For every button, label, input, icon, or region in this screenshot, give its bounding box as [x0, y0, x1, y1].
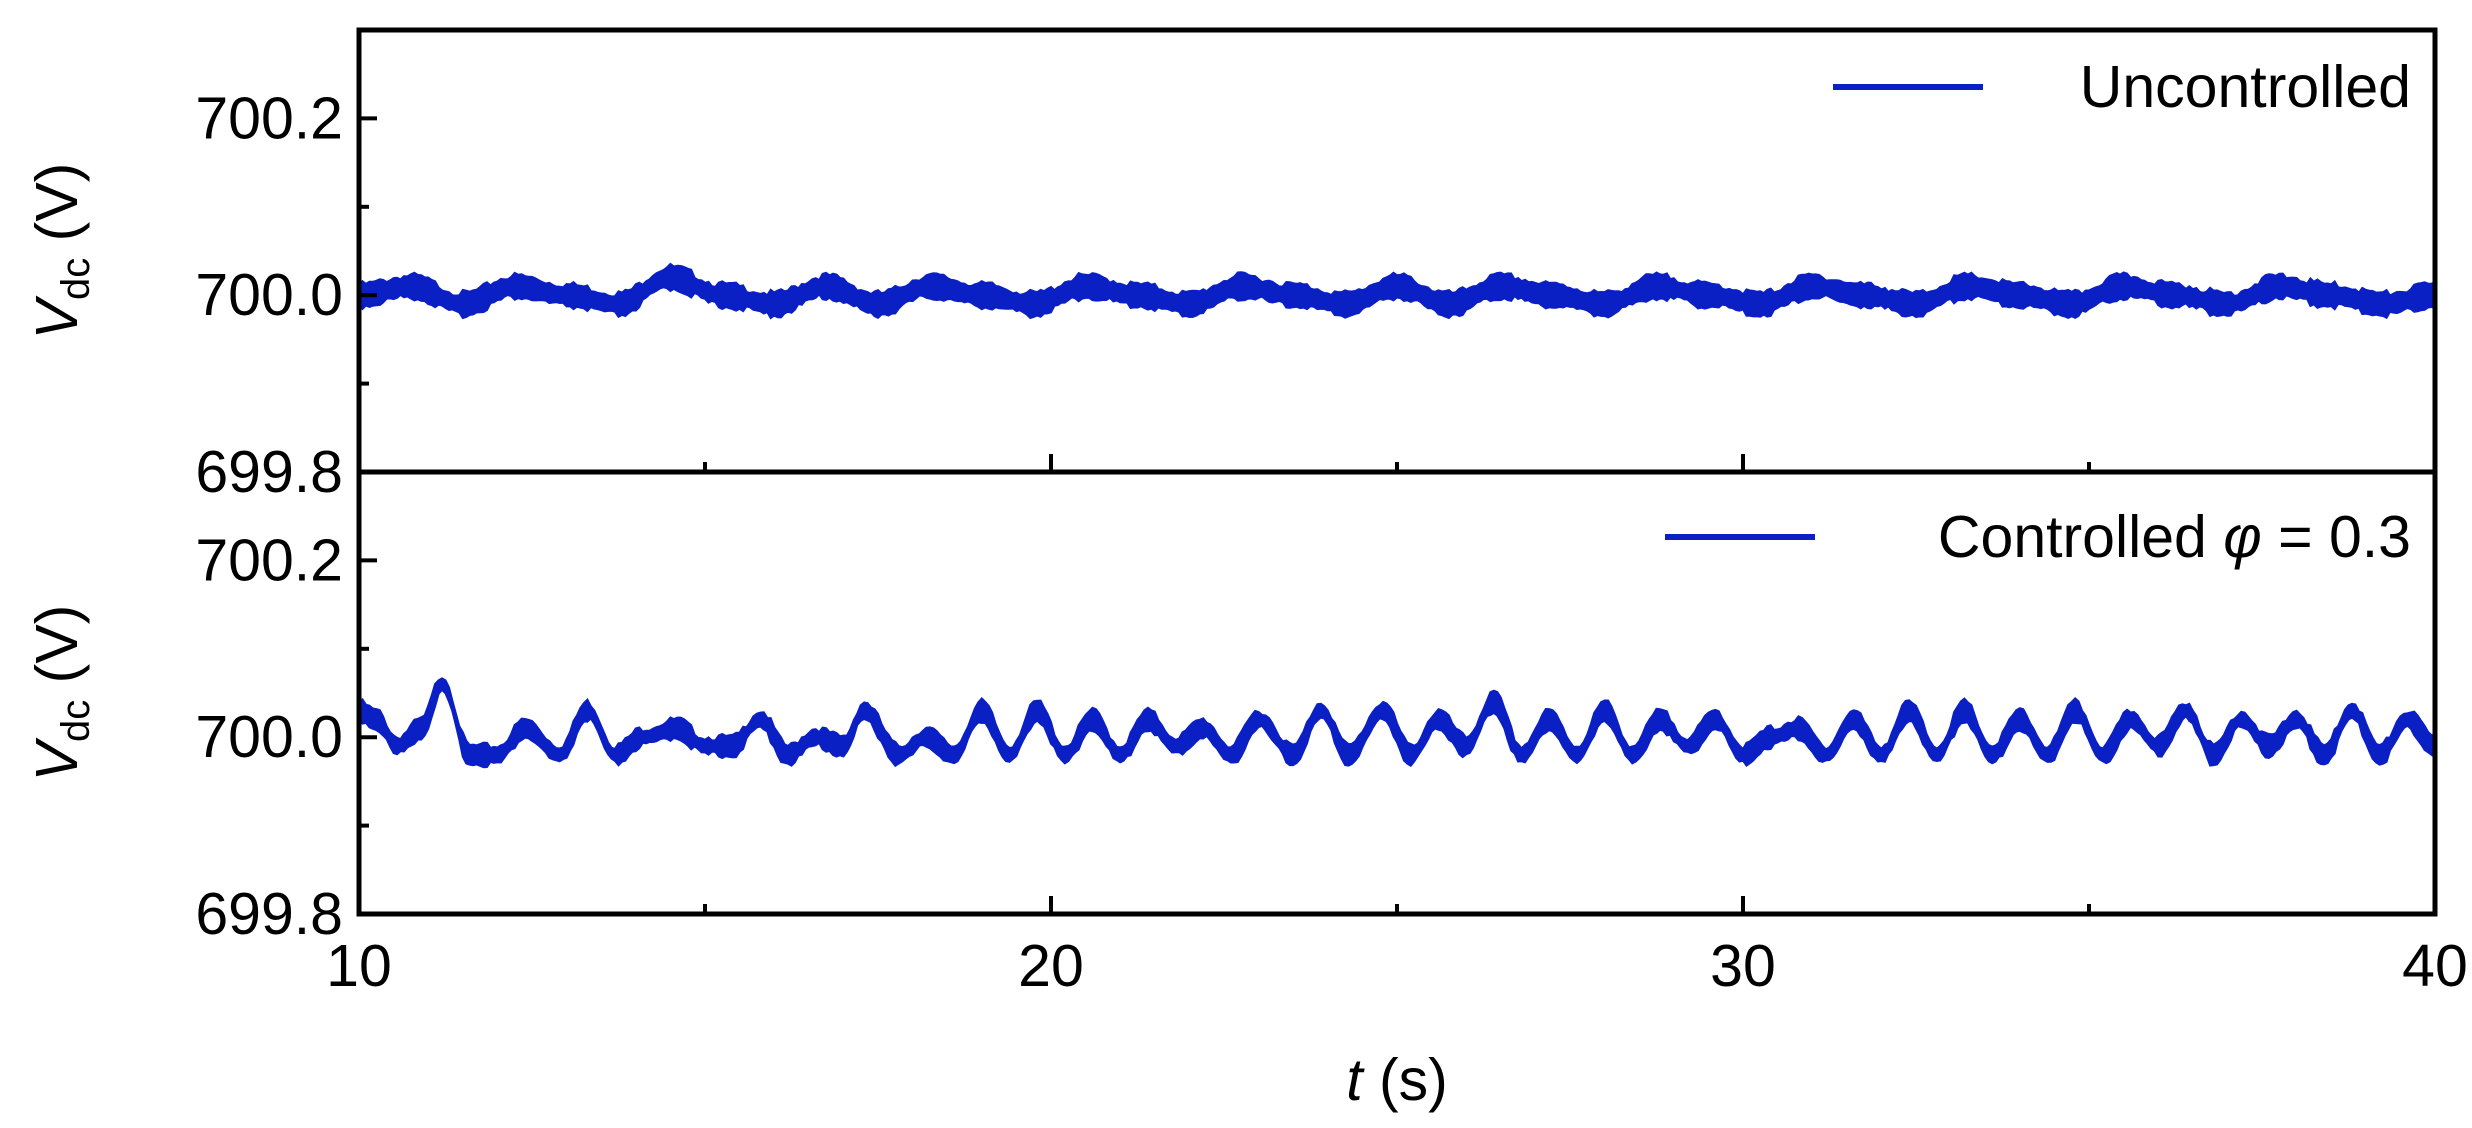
- bottom-legend-suffix: = 0.3: [2262, 504, 2411, 570]
- top-ylabel-sub: dc: [54, 258, 98, 300]
- top-ytick-label: 700.2: [195, 85, 343, 151]
- bottom-ytick-label: 700.0: [195, 704, 343, 770]
- bottom-xtick-label: 40: [2402, 933, 2468, 999]
- xlabel-unit: (s): [1363, 1047, 1448, 1113]
- bottom-ylabel-unit: (V): [24, 605, 90, 700]
- bottom-ylabel-sub: dc: [54, 700, 98, 742]
- bottom-legend-prefix: Controlled: [1938, 504, 2223, 570]
- bottom-legend-symbol: φ: [2223, 504, 2262, 570]
- top-y-axis-title: Vdc (V): [24, 163, 98, 340]
- bottom-legend-label: Controlled φ = 0.3: [1938, 504, 2411, 570]
- top-series-band-0: [358, 262, 2436, 320]
- bottom-xtick-label: 10: [326, 933, 392, 999]
- top-ylabel-main: V: [24, 295, 90, 339]
- top-legend-label: Uncontrolled: [2080, 54, 2411, 120]
- bottom-legend: Controlled φ = 0.3: [1665, 504, 2411, 570]
- top-legend: Uncontrolled: [1833, 54, 2411, 120]
- bottom-series-band-0: [358, 677, 2436, 769]
- bottom-ytick-label: 699.8: [195, 881, 343, 947]
- panel-uncontrolled: 699.8 700.0 700.2 Uncontrolled Vdc (V): [24, 27, 2438, 505]
- bottom-x-ticks: 10 20 30 40: [326, 896, 2468, 999]
- bottom-y-ticks: 699.8 700.0 700.2: [195, 527, 377, 947]
- bottom-xtick-label: 20: [1018, 933, 1084, 999]
- bottom-ytick-label: 700.2: [195, 527, 343, 593]
- bottom-y-axis-title: Vdc (V): [24, 605, 98, 782]
- top-ytick-label: 700.0: [195, 262, 343, 328]
- panel-controlled: 699.8 700.0 700.2 10 20 30 40 Controlled φ = …: [24, 469, 2468, 1113]
- controlled-series: [358, 677, 2436, 769]
- bottom-ylabel-main: V: [24, 737, 90, 781]
- top-y-ticks: 699.8 700.0 700.2: [195, 85, 377, 505]
- top-ylabel-unit: (V): [24, 163, 90, 258]
- x-axis-title: t (s): [1346, 1047, 1448, 1113]
- xlabel-main: t: [1346, 1047, 1365, 1113]
- top-ytick-label: 699.8: [195, 439, 343, 505]
- top-x-ticks: [357, 454, 2437, 472]
- bottom-xtick-label: 30: [1710, 933, 1776, 999]
- uncontrolled-series: [358, 262, 2436, 320]
